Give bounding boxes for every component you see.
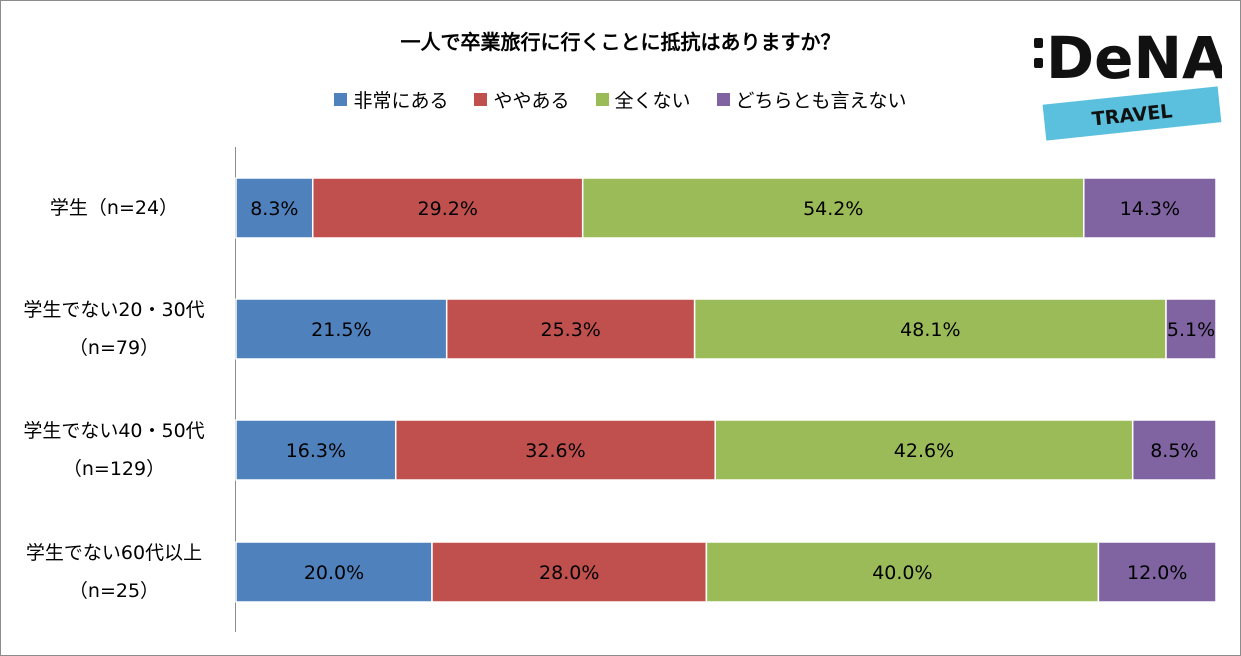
bar-segment-1-1 — [445, 298, 696, 360]
bar-segment-0-3 — [1083, 177, 1217, 239]
data-label-1-3: 5.1% — [1167, 319, 1215, 341]
bar-segment-2-2 — [714, 419, 1134, 481]
legend-label-0: 非常にある — [353, 90, 449, 112]
bar-segment-0-2 — [581, 177, 1085, 239]
bar-segment-1-3 — [1165, 298, 1217, 360]
logo-name: DeNA — [1046, 24, 1222, 92]
logo-band — [1042, 86, 1222, 141]
category-label-0-line1: 学生（n=24） — [49, 197, 179, 219]
category-label-0: 学生（n=24） — [0, 189, 228, 227]
bar-segment-1-0 — [235, 298, 448, 360]
legend-item-series-1: ややある — [474, 86, 570, 113]
category-label-2: 学生でない40・50代 （n=129） — [0, 412, 228, 488]
data-label-1-0: 21.5% — [311, 319, 371, 341]
dena-colon-icon — [1034, 38, 1043, 68]
data-label-2-0: 16.3% — [286, 440, 346, 462]
legend-swatch-3 — [716, 93, 730, 106]
bar-segment-0-0 — [235, 177, 314, 239]
data-label-0-0: 8.3% — [250, 198, 298, 220]
legend-swatch-1 — [474, 93, 488, 106]
bar-segment-3-0 — [235, 541, 433, 603]
data-label-2-1: 32.6% — [525, 440, 585, 462]
bar-segment-3-2 — [705, 541, 1100, 603]
category-label-2-line1: 学生でない40・50代 — [23, 420, 205, 442]
category-label-1-line1: 学生でない20・30代 — [23, 299, 205, 321]
bar-segment-0-1 — [311, 177, 584, 239]
data-label-0-2: 54.2% — [803, 198, 863, 220]
bar-segment-3-3 — [1097, 541, 1217, 603]
data-label-3-3: 12.0% — [1127, 562, 1187, 584]
bar-segment-1-2 — [693, 298, 1167, 360]
category-label-2-line2: （n=129） — [62, 458, 166, 480]
legend-item-series-3: どちらとも言えない — [716, 86, 907, 113]
data-label-2-3: 8.5% — [1150, 440, 1198, 462]
bar-segment-2-0 — [235, 419, 397, 481]
bar-segment-2-3 — [1131, 419, 1217, 481]
data-label-3-1: 28.0% — [539, 562, 599, 584]
legend: 非常にある ややある 全くない どちらとも言えない — [0, 86, 1241, 113]
category-label-3-line2: （n=25） — [68, 580, 160, 602]
legend-label-1: ややある — [493, 90, 570, 112]
category-label-1: 学生でない20・30代 （n=79） — [0, 291, 228, 367]
data-label-0-1: 29.2% — [418, 198, 478, 220]
category-label-1-line2: （n=79） — [68, 337, 160, 359]
legend-item-series-2: 全くない — [595, 86, 691, 113]
category-label-3-line1: 学生でない60代以上 — [25, 542, 203, 564]
data-label-3-2: 40.0% — [872, 562, 932, 584]
chart-title: 一人で卒業旅行に行くことに抵抗はありますか？ — [400, 30, 841, 54]
data-label-3-0: 20.0% — [304, 562, 364, 584]
legend-label-2: 全くない — [614, 90, 691, 112]
legend-swatch-0 — [334, 93, 348, 106]
legend-item-series-0: 非常にある — [334, 86, 448, 113]
data-label-1-2: 48.1% — [900, 319, 960, 341]
data-label-0-3: 14.3% — [1120, 198, 1180, 220]
legend-label-3: どちらとも言えない — [735, 90, 907, 112]
bar-segment-3-1 — [431, 541, 708, 603]
category-label-3: 学生でない60代以上 （n=25） — [0, 534, 228, 610]
bar-segment-2-1 — [394, 419, 716, 481]
legend-swatch-2 — [595, 93, 609, 106]
data-label-2-2: 42.6% — [894, 440, 954, 462]
dena-travel-logo: DeNA TRAVEL — [1034, 24, 1222, 141]
data-label-1-1: 25.3% — [540, 319, 600, 341]
